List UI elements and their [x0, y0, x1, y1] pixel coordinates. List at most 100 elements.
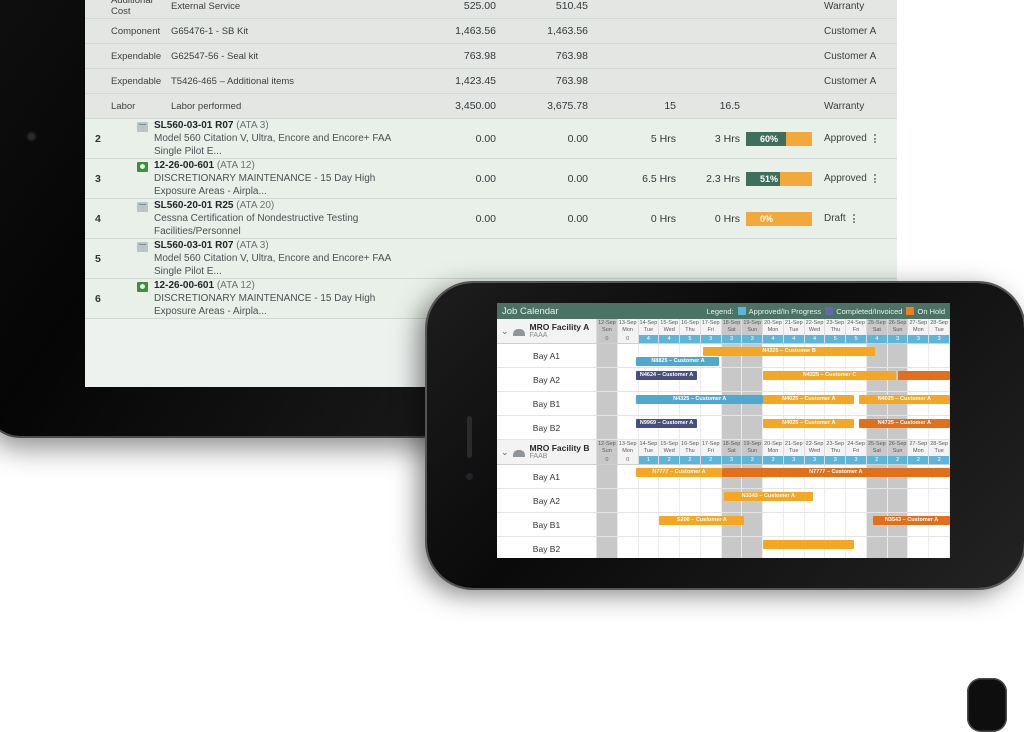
timeline-cell[interactable]: [742, 416, 764, 439]
timeline-cell[interactable]: [846, 489, 867, 512]
timeline-cell[interactable]: [597, 416, 618, 439]
timeline-cell[interactable]: [597, 537, 618, 558]
timeline-cell[interactable]: [701, 537, 722, 558]
schedule-bar[interactable]: S200 – Customer A: [659, 516, 745, 525]
timeline-cell[interactable]: [680, 344, 701, 367]
timeline-cell[interactable]: [887, 537, 909, 558]
timeline-cell[interactable]: [659, 344, 681, 367]
schedule-bar[interactable]: N4025 – Customer A: [763, 395, 855, 404]
timeline-cell[interactable]: [597, 344, 618, 367]
bay-row[interactable]: Bay A2 N3343 – Customer A: [497, 489, 950, 513]
bay-row[interactable]: Bay B1 S200 – Customer A N3543 – Customer …: [497, 513, 950, 537]
timeline-cell[interactable]: [742, 537, 764, 558]
table-sub-row[interactable]: Expendable T5426-465 – Additional items 1,…: [85, 69, 897, 94]
timeline-cell[interactable]: [618, 368, 639, 391]
timeline-cell[interactable]: [639, 489, 660, 512]
row-overflow-menu-icon[interactable]: [873, 133, 876, 145]
schedule-bar[interactable]: N4624 – Customer A: [636, 371, 697, 380]
schedule-bar[interactable]: N3343 – Customer A: [723, 492, 813, 501]
row-overflow-menu-icon[interactable]: [873, 173, 876, 185]
timeline-cell[interactable]: [721, 368, 743, 391]
timeline-cell[interactable]: [618, 513, 639, 536]
timeline-cell[interactable]: [908, 489, 930, 512]
timeline-cell[interactable]: [929, 489, 950, 512]
bay-row[interactable]: Bay A2 N4624 – Customer A N4325 – Customer…: [497, 368, 950, 392]
table-row[interactable]: 2 SL560-03-01 R07 (ATA 3) Model 560 Citati…: [85, 119, 897, 159]
timeline-cell[interactable]: [639, 513, 660, 536]
timeline-cell[interactable]: [866, 489, 888, 512]
table-sub-row[interactable]: Labor Labor performed 3,450.00 3,675.78 15 16…: [85, 94, 897, 119]
timeline-cell[interactable]: [680, 489, 701, 512]
timeline-cell[interactable]: [618, 344, 639, 367]
schedule-bar[interactable]: N9969 – Customer A: [636, 419, 697, 428]
facility-label-cell[interactable]: ⌄ MRO Facility A FAAA: [497, 319, 597, 343]
bay-row[interactable]: Bay A1 N7777 – Customer A N7777 – Customer…: [497, 465, 950, 489]
schedule-bar[interactable]: N4325 – Customer C: [763, 371, 896, 380]
schedule-bar[interactable]: [763, 540, 855, 549]
timeline-cell[interactable]: [846, 537, 867, 558]
timeline-cell[interactable]: [597, 368, 618, 391]
timeline-cell[interactable]: [597, 392, 618, 415]
facility-row[interactable]: ⌄ MRO Facility A FAAA 12-Sep Sun 0 13-Sep Mon 0 1…: [497, 319, 950, 344]
table-row[interactable]: 4 SL560-20-01 R25 (ATA 20) Cessna Certific…: [85, 199, 897, 239]
timeline-cell[interactable]: [597, 489, 618, 512]
timeline-cell[interactable]: [701, 416, 722, 439]
timeline-cell[interactable]: [763, 513, 784, 536]
timeline-cell[interactable]: [597, 513, 618, 536]
timeline-cell[interactable]: [721, 416, 743, 439]
timeline-cell[interactable]: [908, 344, 930, 367]
timeline-cell[interactable]: [784, 513, 805, 536]
phone-home-button[interactable]: [967, 678, 1007, 732]
timeline-cell[interactable]: [701, 489, 722, 512]
timeline-cell[interactable]: [659, 489, 681, 512]
collapse-chevron-down-icon[interactable]: ⌄: [501, 325, 509, 336]
timeline-cell[interactable]: [846, 513, 867, 536]
collapse-chevron-down-icon[interactable]: ⌄: [501, 446, 509, 457]
timeline-cell[interactable]: [908, 537, 930, 558]
timeline-cell[interactable]: [701, 368, 722, 391]
facility-row[interactable]: ⌄ MRO Facility B FAAB 12-Sep Sun 0 13-Sep Mon 0 1…: [497, 440, 950, 465]
timeline-cell[interactable]: [929, 344, 950, 367]
timeline-cell[interactable]: [618, 537, 639, 558]
timeline-cell[interactable]: [680, 416, 701, 439]
bay-row[interactable]: Bay A1 N4325 – Customer B N8825 – Customer…: [497, 344, 950, 368]
timeline-cell[interactable]: [597, 465, 618, 488]
table-row[interactable]: 5 SL560-03-01 R07 (ATA 3) Model 560 Citati…: [85, 239, 897, 279]
timeline-cell[interactable]: [618, 489, 639, 512]
schedule-bar[interactable]: [898, 371, 950, 380]
table-sub-row[interactable]: Expendable G62547-56 - Seal kit 763.98 763.…: [85, 44, 897, 69]
timeline-cell[interactable]: [805, 513, 826, 536]
bay-row[interactable]: Bay B2 N9969 – Customer A N4025 – Customer…: [497, 416, 950, 440]
bay-row[interactable]: Bay B1 N4325 – Customer A N4025 – Customer…: [497, 392, 950, 416]
table-row[interactable]: 3 12-26-00-601 (ATA 12) DISCRETIONARY MAIN…: [85, 159, 897, 199]
timeline-cell[interactable]: [866, 537, 888, 558]
timeline-cell[interactable]: [742, 368, 764, 391]
timeline-cell[interactable]: [639, 537, 660, 558]
table-sub-row[interactable]: Component G65476-1 - SB Kit 1,463.56 1,463.…: [85, 19, 897, 44]
facility-label-cell[interactable]: ⌄ MRO Facility B FAAB: [497, 440, 597, 464]
schedule-bar[interactable]: N4025 – Customer A: [763, 419, 855, 428]
schedule-bar[interactable]: N4725 – Customer A: [858, 419, 950, 428]
timeline-cell[interactable]: [618, 416, 639, 439]
timeline-cell[interactable]: [721, 537, 743, 558]
schedule-bar[interactable]: N4325 – Customer B: [702, 347, 876, 356]
timeline-cell[interactable]: [825, 513, 847, 536]
timeline-cell[interactable]: [887, 344, 909, 367]
schedule-bar[interactable]: N4025 – Customer A: [858, 395, 950, 404]
timeline-cell[interactable]: [742, 513, 764, 536]
timeline-cell[interactable]: [805, 489, 826, 512]
timeline-cell[interactable]: [680, 537, 701, 558]
timeline-cell[interactable]: [618, 465, 639, 488]
schedule-bar[interactable]: N7777 – Customer A: [721, 468, 950, 477]
schedule-bar[interactable]: N8825 – Customer A: [636, 357, 720, 366]
timeline-cell[interactable]: [887, 489, 909, 512]
row-overflow-menu-icon[interactable]: [852, 213, 855, 225]
schedule-bar[interactable]: N4325 – Customer A: [636, 395, 764, 404]
timeline-cell[interactable]: [618, 392, 639, 415]
bay-row[interactable]: Bay B2: [497, 537, 950, 558]
schedule-bar[interactable]: N7777 – Customer A: [636, 468, 722, 477]
timeline-cell[interactable]: [659, 537, 681, 558]
table-sub-row[interactable]: Additional Cost External Service 525.00 510…: [85, 0, 897, 19]
timeline-cell[interactable]: [639, 344, 660, 367]
schedule-bar[interactable]: N3543 – Customer A: [873, 516, 950, 525]
